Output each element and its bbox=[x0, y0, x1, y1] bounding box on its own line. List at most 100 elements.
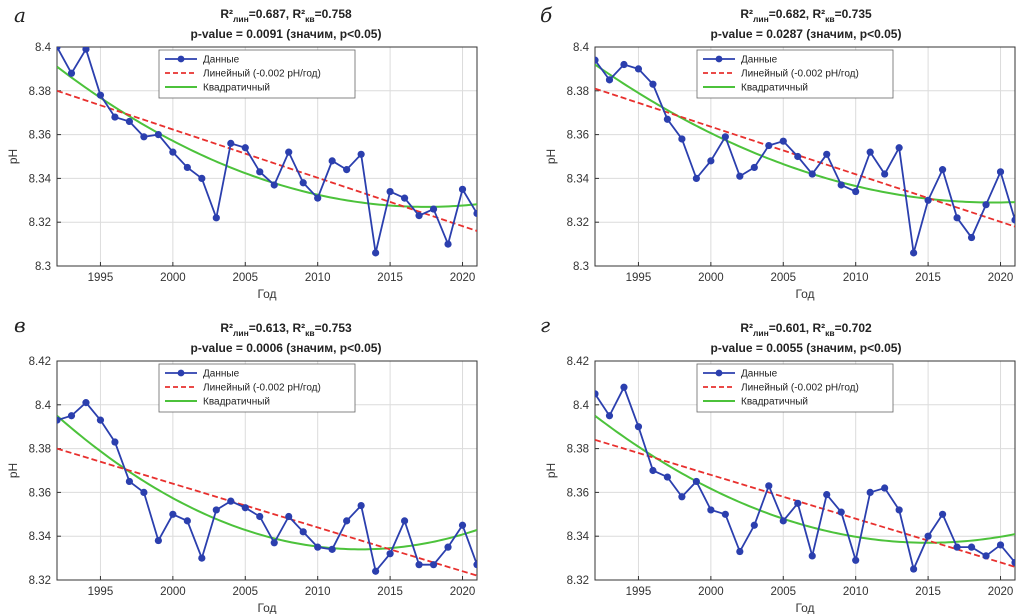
plot-series bbox=[57, 47, 477, 257]
data-point bbox=[750, 521, 758, 529]
data-point bbox=[357, 501, 365, 510]
data-point bbox=[866, 148, 874, 156]
data-point bbox=[444, 543, 452, 551]
chart-panel-4: г R²лин=0.601, R²кв=0.702 p-value = 0.0055… bbox=[540, 313, 1016, 614]
data-point bbox=[400, 517, 409, 525]
data-point bbox=[808, 552, 816, 560]
data-point bbox=[429, 205, 438, 213]
legend-marker-data bbox=[715, 369, 723, 377]
y-tick-label: 8.36 bbox=[567, 487, 589, 499]
legend-label: Данные bbox=[203, 55, 240, 66]
data-point bbox=[299, 179, 307, 187]
x-axis-label: Год bbox=[795, 601, 814, 614]
title-part: R² bbox=[740, 321, 753, 335]
data-point bbox=[111, 113, 119, 121]
chart-panel-1: а R²лин=0.687, R²кв=0.758 p-value = 0.0091… bbox=[6, 3, 478, 301]
data-point bbox=[736, 547, 744, 556]
title-part: =0.735 bbox=[835, 7, 872, 21]
data-point bbox=[154, 131, 162, 139]
chart-subtitle: p-value = 0.0091 (значим, p<0.05) bbox=[191, 27, 382, 41]
title-part: =0.682, R² bbox=[769, 7, 825, 21]
data-point bbox=[924, 196, 932, 204]
y-tick-label: 8.38 bbox=[567, 444, 589, 456]
data-point bbox=[343, 166, 351, 174]
data-point bbox=[299, 528, 307, 536]
data-point bbox=[386, 187, 394, 196]
x-tick-label: 1995 bbox=[88, 586, 114, 598]
data-point bbox=[634, 65, 643, 73]
data-point bbox=[721, 510, 729, 518]
y-tick-label: 8.38 bbox=[567, 86, 589, 98]
y-axis-label: pH bbox=[544, 463, 558, 478]
x-tick-label: 2005 bbox=[770, 272, 796, 284]
data-point bbox=[372, 567, 380, 575]
y-tick-label: 8.36 bbox=[567, 130, 589, 142]
data-point bbox=[241, 144, 249, 152]
data-point bbox=[910, 249, 918, 257]
y-axis-label: pH bbox=[6, 463, 20, 478]
plot-series bbox=[57, 399, 477, 577]
legend-label: Квадратичный bbox=[203, 83, 270, 94]
x-axis-label: Год bbox=[257, 601, 276, 614]
x-tick-label: 2005 bbox=[232, 586, 258, 598]
legend-label: Данные bbox=[203, 369, 240, 380]
data-point bbox=[227, 497, 235, 505]
x-tick-label: 2010 bbox=[843, 272, 869, 284]
y-tick-label: 8.36 bbox=[29, 487, 51, 499]
data-point bbox=[663, 473, 672, 481]
data-point bbox=[57, 47, 61, 51]
data-point bbox=[794, 499, 802, 507]
data-point bbox=[692, 477, 700, 486]
legend-label: Данные bbox=[741, 369, 778, 380]
title-part: =0.687, R² bbox=[249, 7, 305, 21]
data-series-line bbox=[57, 401, 477, 574]
data-point bbox=[967, 543, 976, 551]
data-point bbox=[169, 148, 177, 156]
linear-fit-line bbox=[57, 447, 477, 577]
legend-box bbox=[158, 363, 356, 413]
data-point bbox=[82, 47, 90, 53]
y-tick-label: 8.34 bbox=[29, 531, 52, 543]
x-tick-label: 2005 bbox=[232, 272, 258, 284]
data-point bbox=[765, 482, 773, 490]
data-point bbox=[938, 510, 947, 518]
data-point bbox=[372, 249, 380, 257]
data-point bbox=[473, 209, 477, 218]
y-tick-label: 8.34 bbox=[567, 173, 590, 185]
data-point bbox=[620, 60, 628, 69]
data-point bbox=[663, 115, 672, 123]
title-subscript: лин bbox=[233, 14, 249, 24]
axes-box bbox=[56, 46, 478, 267]
data-point bbox=[400, 194, 409, 202]
data-point bbox=[140, 488, 148, 496]
data-point bbox=[967, 233, 976, 242]
data-point bbox=[736, 172, 744, 180]
data-point bbox=[458, 185, 467, 193]
data-point bbox=[96, 416, 105, 424]
data-point bbox=[82, 399, 90, 407]
data-point bbox=[996, 541, 1005, 549]
y-tick-label: 8.3 bbox=[573, 261, 589, 273]
legend: Данные Линейный (-0.002 pH/год) Квадратичн… bbox=[696, 49, 894, 99]
data-point bbox=[866, 488, 874, 496]
chart-subtitle: p-value = 0.0055 (значим, p<0.05) bbox=[711, 341, 902, 355]
data-point bbox=[357, 150, 365, 158]
plot-series bbox=[595, 383, 1015, 573]
quadratic-fit-line bbox=[595, 414, 1015, 544]
data-point bbox=[473, 561, 477, 569]
data-point bbox=[314, 194, 322, 202]
axes-box bbox=[594, 360, 1016, 581]
y-tick-label: 8.32 bbox=[29, 575, 51, 587]
x-axis-label: Год bbox=[795, 287, 814, 301]
data-point bbox=[605, 76, 614, 84]
data-point bbox=[111, 438, 119, 446]
legend-label: Квадратичный bbox=[741, 83, 808, 94]
data-point bbox=[154, 536, 162, 545]
data-point bbox=[996, 168, 1005, 176]
data-point bbox=[458, 521, 467, 529]
data-point bbox=[707, 157, 715, 165]
y-tick-label: 8.4 bbox=[35, 400, 52, 412]
quadratic-fit-line bbox=[595, 63, 1015, 204]
x-tick-label: 2015 bbox=[377, 272, 403, 284]
data-point bbox=[125, 477, 134, 486]
